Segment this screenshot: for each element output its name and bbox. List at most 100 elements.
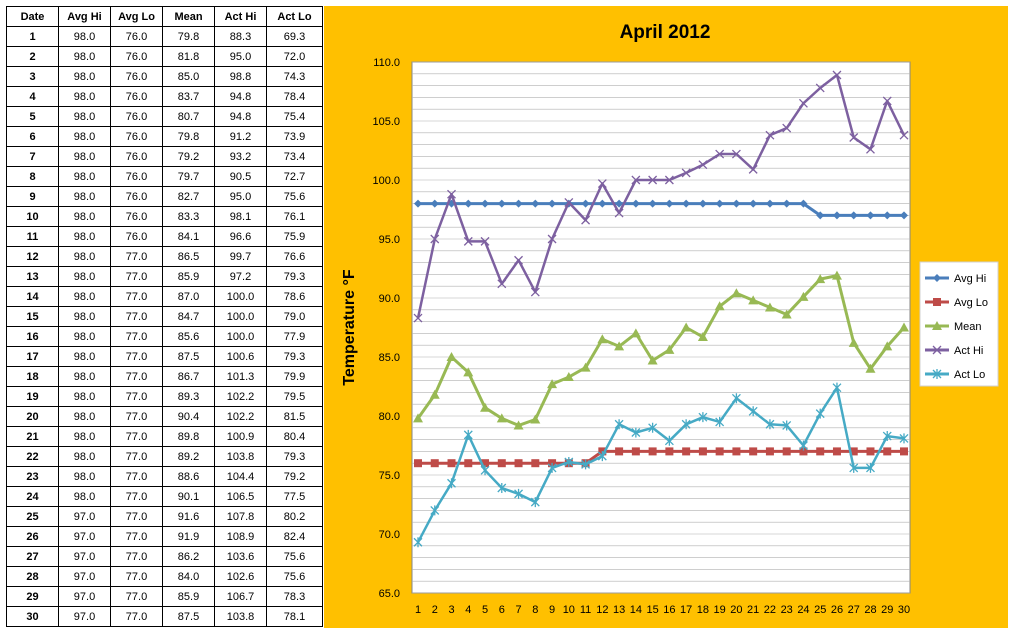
legend-label: Act Lo [954,369,985,381]
data-point [782,420,792,431]
table-row: 17 98.0 77.0 87.5 100.6 79.3 [6,346,323,367]
value-cell: 79.5 [266,386,323,407]
data-point [932,345,942,355]
data-point [581,459,591,470]
data-point [648,422,658,433]
table-row: 28 97.0 77.0 84.0 102.6 75.6 [6,566,323,587]
y-axis-title: Temperature °F [341,269,358,386]
value-cell: 79.3 [266,266,323,287]
value-cell: 74.3 [266,66,323,87]
data-point [681,168,691,178]
date-cell: 27 [6,546,59,567]
data-point [530,497,540,508]
value-cell: 98.0 [58,266,111,287]
value-cell: 98.0 [58,486,111,507]
legend-label: Mean [954,321,982,333]
table-row: 7 98.0 76.0 79.2 93.2 73.4 [6,146,323,167]
data-point [597,334,608,344]
x-tick-label: 13 [613,604,625,616]
data-point [698,412,708,423]
table-row: 13 98.0 77.0 85.9 97.2 79.3 [6,266,323,287]
table-row: 16 98.0 77.0 85.6 100.0 77.9 [6,326,323,347]
data-table-container: Date Avg Hi Avg Lo Mean Act Hi Act Lo 1 98.0 76… [6,6,323,628]
data-point [514,199,523,208]
y-tick-label: 85.0 [379,352,400,364]
data-point [899,322,909,332]
value-cell: 78.6 [266,286,323,307]
date-cell: 14 [6,286,59,307]
data-point [849,462,859,473]
table-row: 19 98.0 77.0 89.3 102.2 79.5 [6,386,323,407]
data-point [765,447,774,456]
data-point [799,199,808,208]
table-row: 18 98.0 77.0 86.7 101.3 79.9 [6,366,323,387]
date-cell: 17 [6,346,59,367]
value-cell: 87.5 [162,346,215,367]
value-cell: 93.2 [214,146,267,167]
data-point [698,447,707,456]
data-point [782,199,791,208]
x-tick-label: 14 [630,604,642,616]
value-cell: 82.4 [266,526,323,547]
data-point [615,447,624,456]
x-tick-label: 21 [747,604,759,616]
column-header: Date [6,6,59,27]
x-tick-label: 22 [764,604,776,616]
data-point [749,199,758,208]
value-cell: 85.0 [162,66,215,87]
table-header-row: Date Avg Hi Avg Lo Mean Act Hi Act Lo [6,6,323,27]
data-point [413,413,423,423]
value-cell: 102.2 [214,386,267,407]
data-point [631,199,640,208]
data-point [598,199,607,208]
data-point [832,70,842,80]
value-cell: 79.8 [162,126,215,147]
value-cell: 77.9 [266,326,323,347]
value-cell: 79.2 [266,466,323,487]
value-cell: 98.0 [58,446,111,467]
value-cell: 81.8 [162,46,215,67]
date-cell: 22 [6,446,59,467]
value-cell: 88.6 [162,466,215,487]
value-cell: 77.0 [110,466,163,487]
data-point [765,419,775,430]
data-point [883,447,892,456]
data-point [882,341,893,351]
value-cell: 98.8 [214,66,267,87]
value-cell: 76.0 [110,126,163,147]
data-point [430,505,440,516]
value-cell: 101.3 [214,366,267,387]
value-cell: 98.0 [58,346,111,367]
data-point [429,389,440,399]
date-cell: 21 [6,426,59,447]
value-cell: 77.0 [110,346,163,367]
table-row: 1 98.0 76.0 79.8 88.3 69.3 [6,26,323,47]
date-cell: 10 [6,206,59,227]
column-header: Avg Lo [110,6,163,27]
value-cell: 72.7 [266,166,323,187]
value-cell: 76.0 [110,206,163,227]
value-cell: 76.0 [110,86,163,107]
table-row: 3 98.0 76.0 85.0 98.8 74.3 [6,66,323,87]
value-cell: 86.7 [162,366,215,387]
data-point [547,462,557,473]
x-tick-label: 2 [432,604,438,616]
data-point [563,372,574,382]
data-point [648,447,657,456]
value-cell: 102.6 [214,566,267,587]
data-point [815,274,826,284]
value-cell: 84.7 [162,306,215,327]
value-cell: 98.0 [58,166,111,187]
data-point [748,295,759,305]
value-cell: 106.5 [214,486,267,507]
value-cell: 98.0 [58,406,111,427]
value-cell: 75.6 [266,186,323,207]
data-point [715,447,724,456]
value-cell: 95.0 [214,186,267,207]
data-point [882,96,892,106]
value-cell: 73.9 [266,126,323,147]
date-cell: 5 [6,106,59,127]
value-cell: 102.2 [214,406,267,427]
data-point [781,309,792,319]
value-cell: 85.9 [162,586,215,607]
